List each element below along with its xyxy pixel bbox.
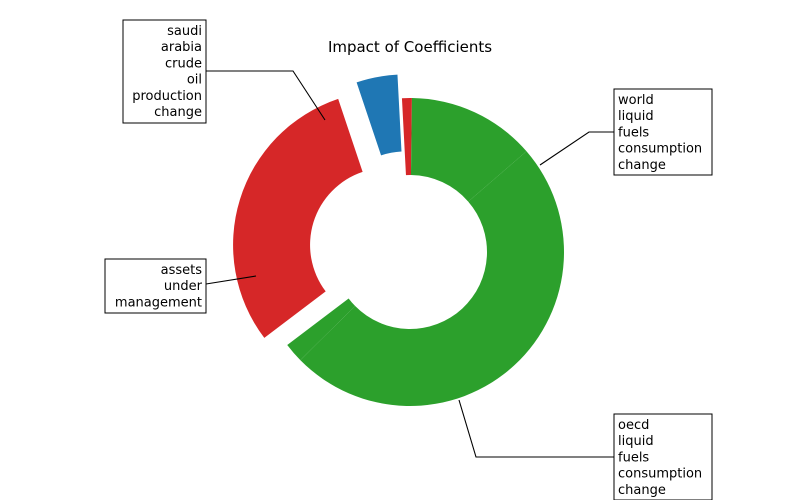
slice-label-line: assets — [161, 263, 203, 278]
leader-line — [458, 399, 614, 458]
label-box — [104, 258, 207, 314]
leader-line — [206, 70, 326, 121]
slice-label-line: change — [618, 483, 666, 498]
label-box — [613, 413, 713, 500]
slice-label-line: production — [132, 89, 202, 104]
slice-label-line: change — [154, 105, 202, 120]
donut-slice — [287, 298, 356, 361]
slice-label-line: oecd — [618, 418, 649, 433]
slice-label-line: fuels — [618, 125, 649, 140]
slice-label-line: management — [115, 295, 202, 310]
leader-line — [205, 275, 257, 285]
leader-line — [539, 131, 614, 166]
slice-label-line: consumption — [618, 467, 702, 482]
slice-label-line: world — [618, 93, 654, 108]
label-box — [122, 19, 207, 124]
slice-label-line: crude — [165, 56, 202, 71]
slice-label-line: oil — [187, 73, 202, 88]
donut-slice — [300, 151, 564, 406]
donut-slice — [356, 74, 402, 156]
label-box — [613, 88, 713, 176]
slice-labels: worldliquidfuelsconsumptionchangesaudiar… — [104, 19, 713, 500]
slice-label-line: consumption — [618, 142, 702, 157]
slice-label-line: saudi — [167, 24, 202, 39]
slice-label-line: liquid — [618, 109, 654, 124]
slice-label-line: under — [164, 279, 203, 294]
slice-label-line: change — [618, 158, 666, 173]
donut-slice — [233, 98, 363, 338]
slice-label-line: liquid — [618, 434, 654, 449]
slice-label-line: fuels — [618, 450, 649, 465]
donut-slice — [410, 98, 527, 202]
donut-slices — [233, 74, 564, 406]
donut-slice — [401, 97, 412, 176]
chart-title: Impact of Coefficients — [328, 38, 492, 56]
slice-label-line: arabia — [161, 40, 202, 55]
